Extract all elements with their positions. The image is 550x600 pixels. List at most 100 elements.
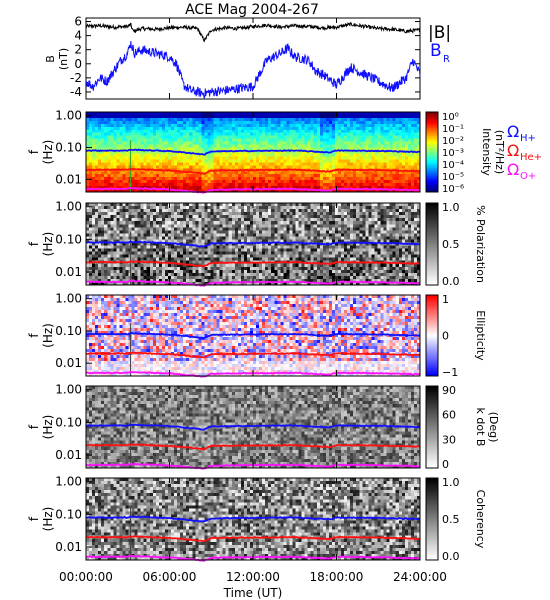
spectrogram-cell <box>219 269 224 274</box>
spectrogram-cell <box>246 114 251 119</box>
spectrogram-cell <box>344 135 348 140</box>
spectrogram-cell <box>416 132 421 137</box>
spectrogram-cell <box>365 165 369 169</box>
spectrogram-cell <box>253 123 257 128</box>
spectrogram-cell <box>286 147 290 151</box>
spectrogram-cell <box>161 153 166 157</box>
spectrogram-cell <box>413 177 418 181</box>
spectrogram-cell <box>125 117 129 122</box>
spectrogram-cell <box>386 132 391 137</box>
spectrogram-cell <box>362 126 366 131</box>
spectrogram-cell <box>389 153 394 157</box>
spectrogram-cell <box>137 112 142 116</box>
spectrogram-cell <box>368 171 372 175</box>
spectrogram-cell <box>171 251 175 256</box>
spectrogram-cell <box>113 123 117 128</box>
spectrogram-cell <box>152 153 157 157</box>
spectrogram-cell <box>219 156 224 160</box>
spectrogram-cell <box>322 129 327 134</box>
spectrogram-cell <box>101 269 105 274</box>
spectrogram-cell <box>292 242 296 246</box>
spectrogram-cell <box>231 138 236 143</box>
spectrogram-cell <box>283 239 287 243</box>
spectrogram-cell <box>98 150 102 154</box>
gyrofrequency-H-line <box>86 148 421 156</box>
spectrogram-cell <box>386 126 391 131</box>
spectrogram-cell <box>274 156 278 160</box>
spectrogram-cell <box>410 156 415 160</box>
spectrogram-cell <box>365 183 369 187</box>
spectrogram-cell <box>89 212 93 216</box>
spectrogram-cell <box>219 230 224 234</box>
spectrogram-cell <box>283 206 287 210</box>
spectrogram-cell <box>116 114 120 119</box>
spectrogram-cell <box>171 218 175 222</box>
spectrogram-cell <box>119 266 123 271</box>
spectrogram-cell <box>192 248 196 252</box>
spectrogram-cell <box>395 165 400 169</box>
spectrogram-cell <box>395 138 400 143</box>
spectrogram-cell <box>313 153 318 157</box>
spectrogram-cell <box>101 129 105 134</box>
spectrogram-cell <box>225 236 230 240</box>
spectrogram-cell <box>240 263 245 268</box>
spectrogram-cell <box>113 242 117 246</box>
spectrogram-cell <box>134 156 139 160</box>
spectrogram-cell <box>183 266 187 271</box>
spectrogram-cell <box>356 138 360 143</box>
spectrogram-cell <box>158 144 163 148</box>
spectrogram-cell <box>186 254 190 259</box>
spectrogram-cell <box>86 120 90 125</box>
spectrogram-cell <box>265 135 269 140</box>
spectrogram-cell <box>268 183 272 187</box>
spectrogram-cell <box>98 254 102 259</box>
spectrogram-cell <box>228 278 233 283</box>
spectrogram-cell <box>304 153 309 157</box>
spectrogram-cell <box>277 224 281 228</box>
spectrogram-cell <box>295 239 299 243</box>
spectrogram-cell <box>219 278 224 283</box>
spectrogram-cell <box>274 183 278 187</box>
spectrogram-cell <box>98 212 102 216</box>
spectrogram-cell <box>195 230 199 234</box>
spectrogram-cell <box>410 112 415 116</box>
spectrogram-cell <box>231 239 236 243</box>
spectrogram-cell <box>289 159 293 163</box>
spectrogram-cell <box>410 126 415 131</box>
spectrogram-cell <box>304 144 309 148</box>
spectrogram-cell <box>328 132 333 137</box>
spectrogram-cell <box>143 236 148 240</box>
spectrogram-cell <box>155 209 160 213</box>
spectrogram-cell <box>152 147 157 151</box>
spectrogram-cell <box>295 117 299 122</box>
spectrogram-cell <box>192 203 196 207</box>
spectrogram-cell <box>380 174 384 178</box>
spectrogram-cell <box>161 183 166 187</box>
spectrogram-cell <box>307 126 312 131</box>
spectrogram-cell <box>216 230 220 234</box>
spectrogram-cell <box>398 183 403 187</box>
spectrogram-cell <box>104 254 108 259</box>
spectrogram-cell <box>113 275 117 280</box>
spectrogram-cell <box>350 126 354 131</box>
spectrogram-cell <box>195 162 199 166</box>
spectrogram-cell <box>289 180 293 184</box>
spectrogram-cell <box>113 117 117 122</box>
spectrogram-cell <box>319 174 324 178</box>
spectrogram-cell <box>119 224 123 228</box>
spectrogram-cell <box>192 177 196 181</box>
spectrogram-cell <box>359 162 363 166</box>
spectrogram-cell <box>189 180 193 184</box>
spectrogram-cell <box>237 251 242 256</box>
spectrogram-cell <box>167 141 172 145</box>
spectrogram-cell <box>362 180 366 184</box>
spectrogram-cell <box>152 135 157 140</box>
spectrogram-cell <box>240 209 245 213</box>
spectrogram-cell <box>131 135 135 140</box>
spectrogram-cell <box>316 165 321 169</box>
spectrogram-cell <box>262 257 266 262</box>
spectrogram-cell <box>310 144 315 148</box>
spectrogram-cell <box>122 254 126 259</box>
spectrogram-cell <box>171 260 175 265</box>
spectrogram-cell <box>183 138 187 143</box>
